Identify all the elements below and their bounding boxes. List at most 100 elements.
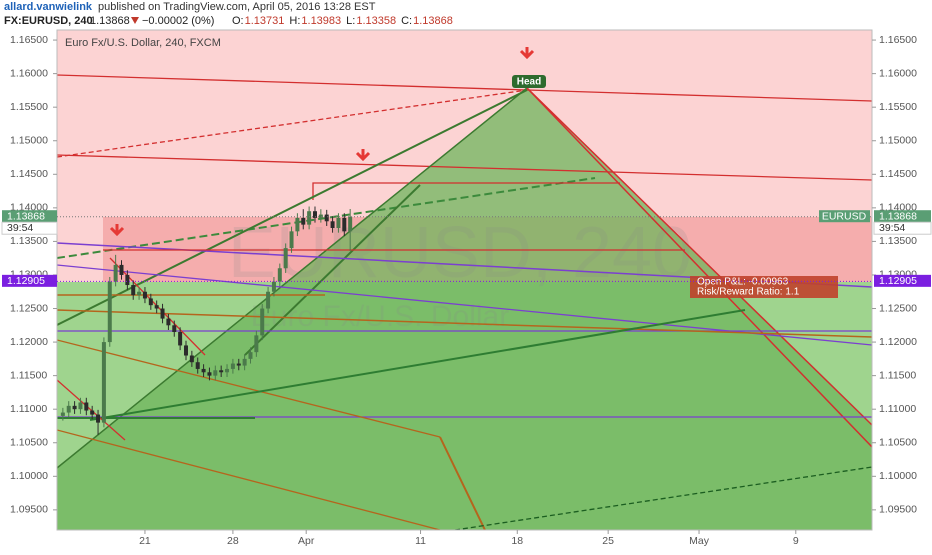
line-price-box [2, 274, 57, 287]
candle-body [137, 291, 142, 296]
candle-body [172, 325, 177, 333]
candle-body [72, 405, 77, 410]
candle-body [101, 342, 106, 423]
plot: EURUSD, 240 Euro Fx/U.S. Dollar [57, 30, 872, 530]
candle-body [348, 216, 353, 232]
symbol-tag: EURUSD [822, 210, 867, 222]
candle-body [125, 274, 130, 286]
candle-body [113, 264, 118, 282]
candle-body [266, 291, 271, 309]
candle-body [119, 264, 124, 275]
candle-body [148, 298, 153, 306]
candle-body [277, 268, 282, 282]
symbol: FX:EURUSD, 240 [4, 15, 93, 27]
y-tick-label: 1.12500 [10, 302, 48, 314]
candle-body [166, 318, 171, 326]
last-price-label: 1.13868 [7, 210, 45, 222]
candles [60, 206, 353, 435]
candle-body [107, 281, 112, 343]
last-price-box [2, 210, 57, 223]
change: −0.00002 (0%) [142, 15, 214, 27]
countdown-label: 39:54 [879, 222, 905, 234]
y-tick-label: 1.10500 [879, 437, 917, 449]
pnl-label: Open P&L: -0.00963 [697, 277, 789, 288]
x-tick-label: Apr [298, 535, 315, 547]
arrow-markers [109, 47, 535, 237]
candle-body [307, 211, 312, 225]
watermark: Euro Fx/U.S. Dollar [251, 300, 509, 333]
ohlc-value: 1.13868 [413, 15, 453, 27]
y-tick-label: 1.11500 [879, 369, 916, 381]
y-tick-label: 1.16500 [10, 34, 48, 46]
ohlc-label: O: [232, 15, 244, 27]
y-tick-label: 1.12500 [879, 302, 917, 314]
candle-body [178, 332, 183, 346]
candle-body [219, 370, 224, 373]
head-box [512, 75, 546, 88]
candle-body [336, 217, 341, 228]
candle-body [330, 221, 335, 228]
y-tick-label: 1.15500 [10, 101, 48, 113]
candle-body [131, 285, 136, 296]
x-tick-label: 18 [511, 535, 523, 547]
axes: 1.09500 1.09500 1.10000 1.10000 1.10500 1.105… [1, 34, 932, 547]
y-tick-label: 1.15000 [879, 135, 917, 147]
chart-title: Euro Fx/U.S. Dollar, 240, FXCM [65, 37, 221, 49]
candle-body [254, 335, 259, 353]
last-price-box [874, 210, 931, 223]
ohlc-label: L: [346, 15, 355, 27]
line-price-label: 1.12905 [7, 275, 45, 287]
y-tick-label: 1.12000 [10, 336, 48, 348]
y-tick-label: 1.10000 [879, 470, 917, 482]
watermark: EURUSD, 240 [228, 213, 692, 293]
candle-body [236, 363, 241, 366]
candle-body [183, 345, 188, 356]
y-tick-label: 1.14500 [10, 168, 48, 180]
candle-body [295, 217, 300, 232]
y-tick-label: 1.09500 [10, 504, 48, 516]
ohlc-label: C: [401, 15, 412, 27]
candle-body [207, 372, 212, 376]
candle-body [160, 308, 165, 319]
x-tick-label: 21 [139, 535, 151, 547]
candle-body [60, 412, 65, 416]
candle-body [271, 281, 276, 292]
countdown-label: 39:54 [7, 222, 33, 234]
ohlc: O: 1.13731 H: 1.13983 L: 1.13358 C: 1.13868 [232, 15, 453, 27]
candle-body [90, 410, 95, 415]
candle-body [225, 368, 230, 373]
candle-body [96, 414, 101, 423]
last: 1.13868 [90, 15, 130, 27]
countdown-box [873, 221, 932, 235]
line-price-label: 1.12905 [879, 275, 917, 287]
candle-body [242, 358, 247, 366]
x-tick-label: 11 [415, 535, 426, 547]
candle-body [154, 305, 159, 309]
y-tick-label: 1.11000 [10, 403, 47, 415]
x-tick-label: May [689, 535, 710, 547]
y-tick-label: 1.15000 [10, 135, 48, 147]
y-tick-label: 1.10500 [10, 437, 48, 449]
candle-body [318, 214, 323, 218]
candle-body [195, 362, 200, 369]
candle-body [84, 402, 89, 411]
ohlc-value: 1.13358 [356, 15, 396, 27]
candle-body [289, 231, 294, 249]
y-tick-label: 1.13500 [879, 235, 917, 247]
candle-body [248, 352, 253, 359]
publisher: allard.vanwielink [4, 1, 93, 13]
ohlc-label: H: [289, 15, 300, 27]
y-tick-label: 1.12000 [879, 336, 917, 348]
candle-body [189, 355, 194, 363]
y-tick-label: 1.15500 [879, 101, 917, 113]
candle-body [283, 248, 288, 269]
y-tick-label: 1.11000 [879, 403, 916, 415]
symbol-tag-box [819, 210, 870, 223]
y-tick-label: 1.09500 [879, 504, 917, 516]
y-tick-label: 1.11500 [10, 369, 47, 381]
candle-body [142, 291, 147, 299]
published: published on TradingView.com, April 05, … [98, 1, 376, 13]
y-tick-label: 1.16000 [10, 67, 48, 79]
ohlc-value: 1.13731 [245, 15, 285, 27]
